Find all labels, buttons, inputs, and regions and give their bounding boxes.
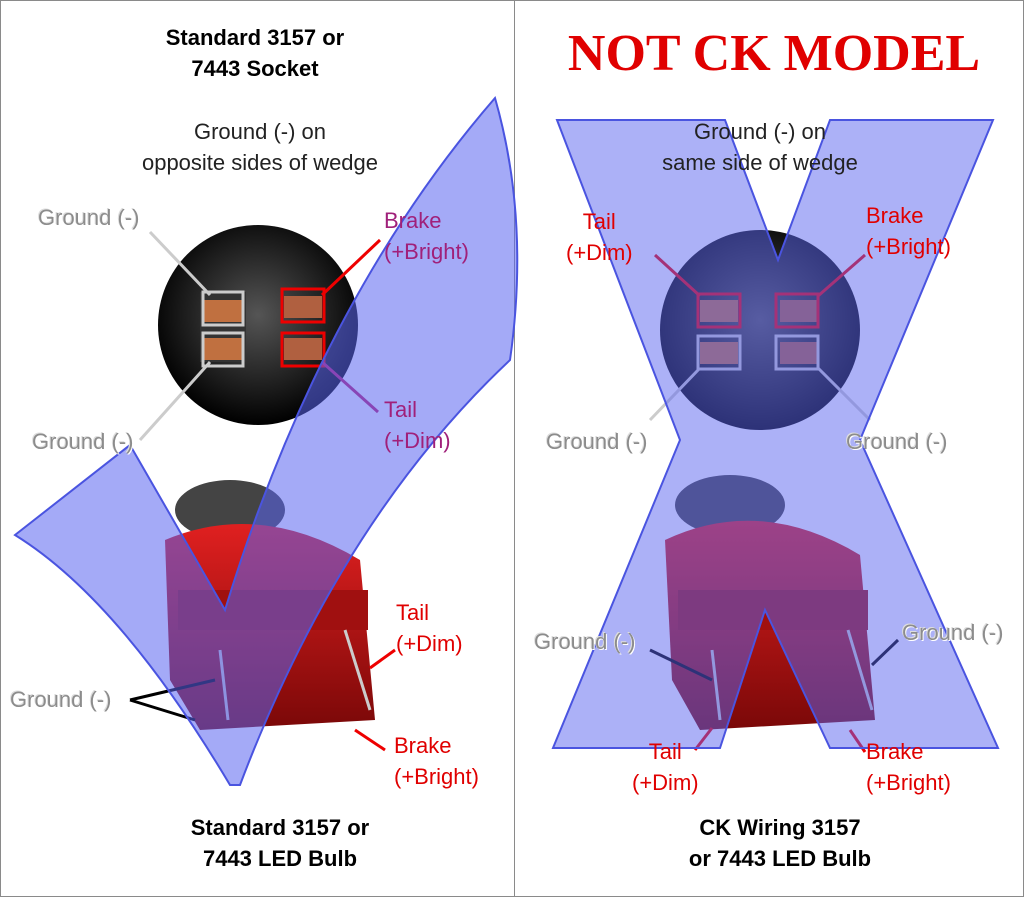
tail-line1: Tail <box>648 739 682 764</box>
tail-line2: (+Dim) <box>384 428 451 453</box>
right-footer: CK Wiring 3157 or 7443 LED Bulb <box>620 812 940 874</box>
left-note-line1: Ground (-) on <box>193 119 327 144</box>
right-bulb-ground-right-label: Ground (-) <box>902 620 1004 645</box>
tail-line1: Tail <box>384 397 418 422</box>
right-bulb-ground-left-label: Ground (-) <box>534 629 636 654</box>
right-socket-ground-left-label: Ground (-) <box>546 429 648 454</box>
brake-line1: Brake <box>866 203 924 228</box>
tail-line2: (+Dim) <box>396 631 463 656</box>
tail-line2: (+Dim) <box>632 770 699 795</box>
right-note-line1: Ground (-) on <box>693 119 827 144</box>
x-mark-icon <box>551 119 1000 749</box>
left-panel-standard <box>0 0 515 897</box>
right-socket-tail-label: Tail (+Dim) <box>566 206 633 268</box>
tail-line1: Tail <box>396 600 430 625</box>
left-title-line1: Standard 3157 or <box>165 25 345 50</box>
brake-line2: (+Bright) <box>384 239 469 264</box>
left-note-line2: opposite sides of wedge <box>141 150 379 175</box>
right-footer-line2: or 7443 LED Bulb <box>688 846 872 871</box>
left-bulb-tail-label: Tail (+Dim) <box>396 597 463 659</box>
left-socket-tail-label: Tail (+Dim) <box>384 394 451 456</box>
tail-line2: (+Dim) <box>566 240 633 265</box>
tail-line1: Tail <box>582 209 616 234</box>
not-ck-model-banner: NOT CK MODEL <box>567 25 981 82</box>
right-note: Ground (-) on same side of wedge <box>610 116 910 178</box>
left-socket-ground-bottom-label: Ground (-) <box>32 429 134 454</box>
left-footer-line1: Standard 3157 or <box>190 815 370 840</box>
left-footer-line2: 7443 LED Bulb <box>202 846 358 871</box>
brake-line1: Brake <box>866 739 924 764</box>
checkmark-icon <box>13 95 519 786</box>
brake-line2: (+Bright) <box>394 764 479 789</box>
right-bulb-tail-label: Tail (+Dim) <box>632 736 699 798</box>
brake-line2: (+Bright) <box>866 234 951 259</box>
left-footer: Standard 3157 or 7443 LED Bulb <box>120 812 440 874</box>
left-bulb-ground-label: Ground (-) <box>10 687 112 712</box>
right-socket-ground-right-label: Ground (-) <box>846 429 948 454</box>
brake-line1: Brake <box>394 733 452 758</box>
left-socket-image <box>138 225 382 442</box>
right-footer-line1: CK Wiring 3157 <box>699 815 861 840</box>
brake-line2: (+Bright) <box>866 770 951 795</box>
left-title: Standard 3157 or 7443 Socket <box>100 22 410 84</box>
left-note: Ground (-) on opposite sides of wedge <box>100 116 420 178</box>
right-bulb-brake-label: Brake (+Bright) <box>866 736 951 798</box>
left-title-line2: 7443 Socket <box>191 56 319 81</box>
left-socket-ground-top-label: Ground (-) <box>38 205 140 230</box>
left-socket-brake-label: Brake (+Bright) <box>384 205 469 267</box>
brake-line1: Brake <box>384 208 442 233</box>
left-bulb-brake-label: Brake (+Bright) <box>394 730 479 792</box>
right-note-line2: same side of wedge <box>662 150 858 175</box>
right-socket-brake-label: Brake (+Bright) <box>866 200 951 262</box>
